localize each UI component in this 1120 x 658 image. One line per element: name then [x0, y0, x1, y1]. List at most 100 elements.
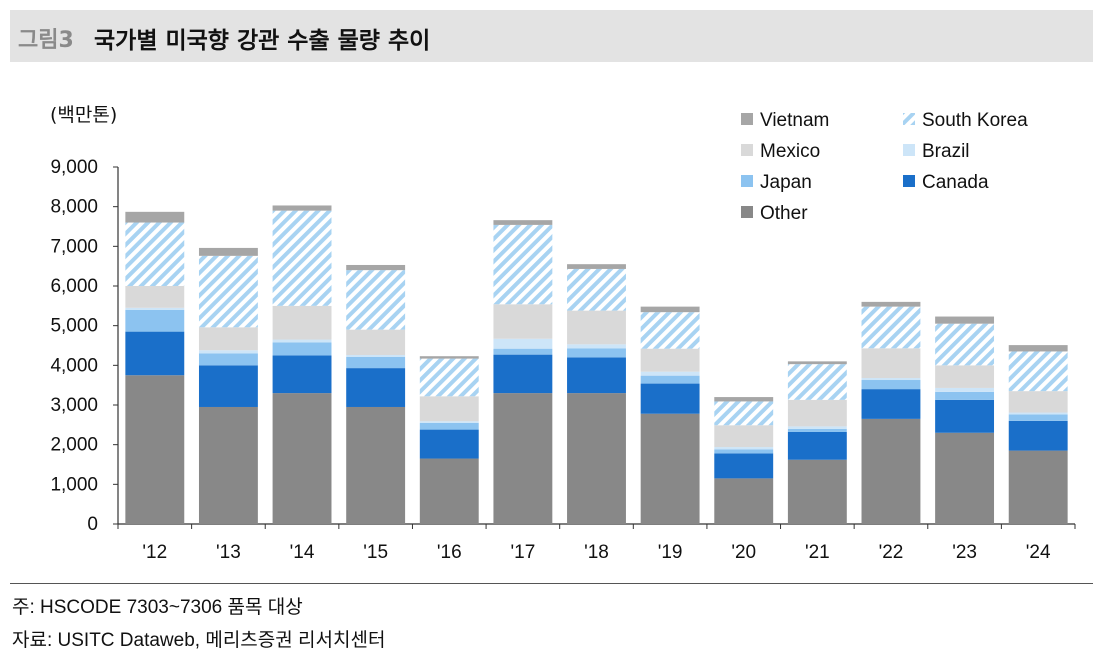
bar-segment-japan — [935, 391, 995, 400]
unit-label: (백만톤) — [50, 104, 117, 126]
x-tick-label: '19 — [658, 542, 683, 563]
bar-segment-south-korea — [346, 270, 406, 330]
y-tick-label: 7,000 — [50, 236, 98, 257]
bar-segment-brazil — [787, 426, 847, 429]
bar-segment-mexico — [346, 329, 406, 356]
x-tick-label: '17 — [511, 542, 536, 563]
x-tick-label: '21 — [805, 542, 830, 563]
legend-label: Vietnam — [760, 110, 829, 131]
legend-label: Other — [760, 203, 808, 224]
bar-segment-japan — [861, 380, 921, 390]
legend-swatch — [903, 144, 915, 156]
x-tick-label: '23 — [952, 542, 977, 563]
bar-segment-brazil — [1008, 412, 1068, 415]
bar-segment-vietnam — [714, 397, 774, 402]
bar-segment-other — [861, 418, 921, 524]
bar-segment-canada — [935, 399, 995, 433]
bar-segment-japan — [640, 375, 700, 384]
footer-divider — [10, 583, 1093, 584]
bar-segment-vietnam — [861, 301, 921, 307]
bar-segment-vietnam — [272, 205, 332, 211]
bar-segment-japan — [567, 348, 626, 358]
bar-segment-mexico — [567, 310, 626, 345]
bar-segment-vietnam — [493, 220, 553, 225]
bar-segment-mexico — [125, 286, 185, 308]
bar-segment-japan — [1008, 414, 1068, 421]
x-tick-label: '14 — [290, 542, 315, 563]
bar-segment-canada — [346, 368, 406, 407]
legend-label: Brazil — [922, 141, 970, 162]
stacked-bar-chart: (백만톤) 0 1,000 2,000 3,000 4,000 5,000 6,000 7,00… — [50, 104, 1076, 563]
bar-segment-other — [567, 393, 626, 524]
bar-segment-mexico — [1008, 391, 1068, 413]
bar-segment-japan — [493, 348, 553, 355]
bar-segment-other — [935, 432, 995, 524]
legend-swatch — [741, 175, 753, 187]
bar-segment-canada — [714, 453, 774, 479]
x-tick-label: '15 — [363, 542, 388, 563]
legend-label: Canada — [922, 172, 989, 193]
legend-label: South Korea — [922, 110, 1028, 131]
bar-segment-canada — [787, 431, 847, 460]
bar-segment-brazil — [935, 387, 995, 392]
y-tick-label: 5,000 — [50, 316, 98, 337]
bar-segment-mexico — [198, 327, 258, 351]
bar-segment-mexico — [935, 365, 995, 388]
bar-segment-other — [419, 458, 479, 524]
footnote: 주: HSCODE 7303~7306 품목 대상 — [12, 597, 303, 618]
legend-swatch — [741, 206, 753, 218]
x-tick-label: '22 — [879, 542, 904, 563]
bar-segment-mexico — [640, 348, 700, 372]
bar-segment-mexico — [861, 348, 921, 379]
bar-segment-canada — [1008, 420, 1068, 451]
y-tick-label: 4,000 — [50, 355, 98, 376]
bar-segment-vietnam — [567, 264, 626, 269]
bar-segment-vietnam — [419, 356, 479, 359]
bar-segment-mexico — [493, 304, 553, 339]
y-tick-label: 2,000 — [50, 435, 98, 456]
y-tick-label: 8,000 — [50, 197, 98, 218]
bar-segment-canada — [567, 357, 626, 394]
bar-segment-mexico — [272, 305, 332, 340]
bar-segment-other — [640, 413, 700, 524]
bar-segment-south-korea — [272, 210, 332, 306]
bar-segment-vietnam — [640, 306, 700, 313]
bar-segment-other — [787, 459, 847, 524]
bar-segment-canada — [419, 429, 479, 459]
bar-segment-brazil — [125, 307, 185, 310]
bar-segment-other — [346, 406, 406, 524]
bar-segment-vietnam — [1008, 345, 1068, 352]
bar-segment-other — [1008, 450, 1068, 524]
bar-segment-brazil — [567, 344, 626, 349]
bar-segment-south-korea — [1008, 351, 1068, 392]
legend-swatch — [741, 144, 753, 156]
bar-segment-south-korea — [714, 401, 774, 426]
bar-segment-south-korea — [861, 306, 921, 349]
bar-segment-brazil — [346, 355, 406, 358]
bar-segment-canada — [198, 365, 258, 407]
y-tick-label: 1,000 — [50, 474, 98, 495]
y-tick-label: 6,000 — [50, 276, 98, 297]
x-tick-label: '24 — [1026, 542, 1051, 563]
x-tick-label: '12 — [142, 542, 167, 563]
legend-swatch — [741, 113, 753, 125]
legend-label: Japan — [760, 172, 812, 193]
bar-segment-vietnam — [346, 264, 406, 271]
bar-segment-japan — [787, 428, 847, 432]
bar-segment-south-korea — [567, 268, 626, 311]
bar-segment-japan — [714, 449, 774, 454]
bar-segment-other — [272, 393, 332, 524]
bar-segment-japan — [125, 309, 185, 332]
bar-segment-vietnam — [125, 211, 185, 223]
bar-segment-mexico — [787, 399, 847, 427]
bar-segment-south-korea — [198, 255, 258, 328]
x-tick-label: '13 — [216, 542, 241, 563]
legend-swatch — [903, 175, 915, 187]
legend-swatch — [903, 113, 915, 125]
bar-segment-south-korea — [935, 323, 995, 366]
bar-segment-japan — [419, 422, 479, 430]
bar-segment-south-korea — [419, 358, 479, 397]
bar-segment-canada — [125, 331, 185, 376]
source-note: 자료: USITC Dataweb, 메리츠증권 리서치센터 — [12, 630, 386, 651]
bar-segment-brazil — [198, 350, 258, 354]
